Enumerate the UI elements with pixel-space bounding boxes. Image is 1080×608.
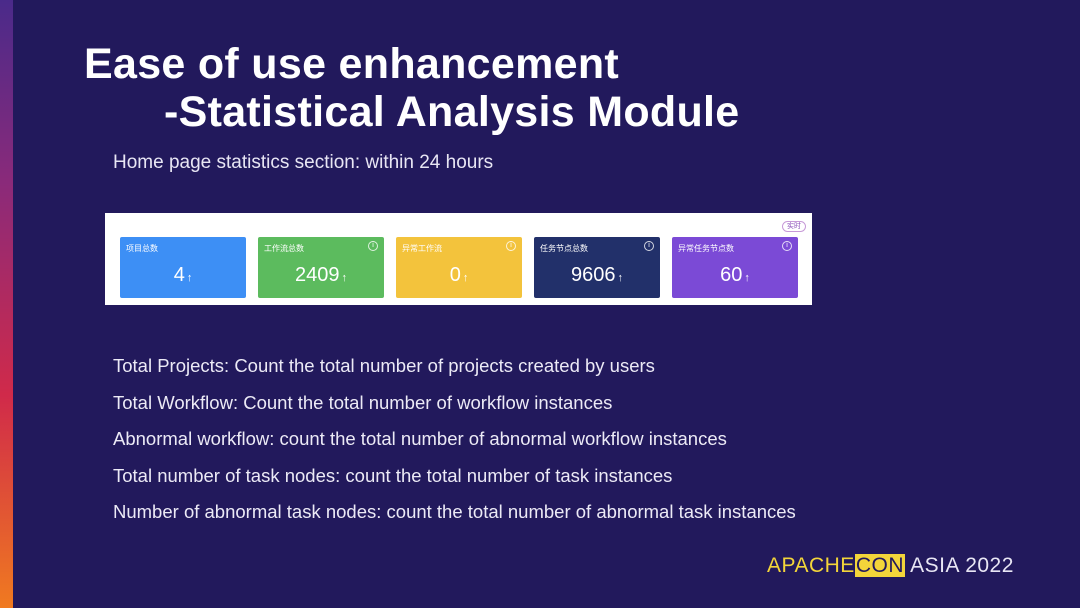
arrow-up-icon: ↑ [744, 272, 750, 284]
side-gradient-stripe [0, 0, 13, 608]
stat-card: 任务节点总数 i 9606 ↑ [534, 237, 660, 298]
realtime-badge: 实时 [782, 221, 806, 232]
slide-subtitle: Home page statistics section: within 24 … [113, 152, 494, 173]
stat-value: 4 [173, 264, 185, 286]
stat-card-value: 0 ↑ [396, 264, 522, 287]
stat-card: 异常工作流 i 0 ↑ [396, 237, 522, 298]
stat-card-label: 工作流总数 [264, 244, 304, 253]
stat-card-label: 任务节点总数 [540, 244, 588, 253]
stat-card-label: 异常工作流 [402, 244, 442, 253]
stat-value: 0 [449, 264, 461, 286]
description-item: Total number of task nodes: count the to… [113, 464, 673, 486]
info-icon[interactable]: i [506, 241, 516, 251]
stat-card-value: 9606 ↑ [534, 264, 660, 287]
info-icon[interactable]: i [644, 241, 654, 251]
stat-card: 异常任务节点数 i 60 ↑ [672, 237, 798, 298]
description-item: Abnormal workflow: count the total numbe… [113, 428, 727, 450]
stats-panel-screenshot: 实时 项目总数 4 ↑ 工作流总数 i 2409 ↑ 异常工作流 i 0 ↑ 任务节点总数 i 9606 ↑… [105, 213, 812, 305]
logo-apache: APACHE [767, 554, 855, 577]
stat-card-value: 60 ↑ [672, 264, 798, 287]
slide-title: Ease of use enhancement [84, 40, 620, 88]
apachecon-logo: APACHECON ASIA 2022 [767, 554, 1014, 578]
description-item: Total Workflow: Count the total number o… [113, 391, 613, 413]
stat-card-label: 项目总数 [126, 244, 158, 253]
description-list: Total Projects: Count the total number o… [113, 355, 796, 538]
stat-value: 9606 [571, 264, 616, 286]
arrow-up-icon: ↑ [462, 272, 469, 284]
stat-card-label: 异常任务节点数 [678, 244, 734, 253]
stat-card: 项目总数 4 ↑ [120, 237, 246, 298]
stat-card: 工作流总数 i 2409 ↑ [258, 237, 384, 298]
arrow-up-icon: ↑ [186, 272, 193, 284]
logo-asia: ASIA 2022 [904, 554, 1014, 577]
stat-card-value: 4 ↑ [120, 264, 246, 287]
description-item: Total Projects: Count the total number o… [113, 355, 655, 376]
arrow-up-icon: ↑ [617, 272, 624, 284]
description-item: Number of abnormal task nodes: count the… [113, 501, 796, 523]
stat-value: 2409 [295, 264, 340, 286]
stat-card-value: 2409 ↑ [258, 264, 384, 287]
info-icon[interactable]: i [368, 241, 378, 251]
logo-con: CON [854, 554, 905, 577]
slide-title-line2: -Statistical Analysis Module [164, 88, 740, 136]
info-icon[interactable]: i [782, 241, 792, 251]
stat-value: 60 [720, 264, 743, 286]
arrow-up-icon: ↑ [341, 272, 348, 284]
